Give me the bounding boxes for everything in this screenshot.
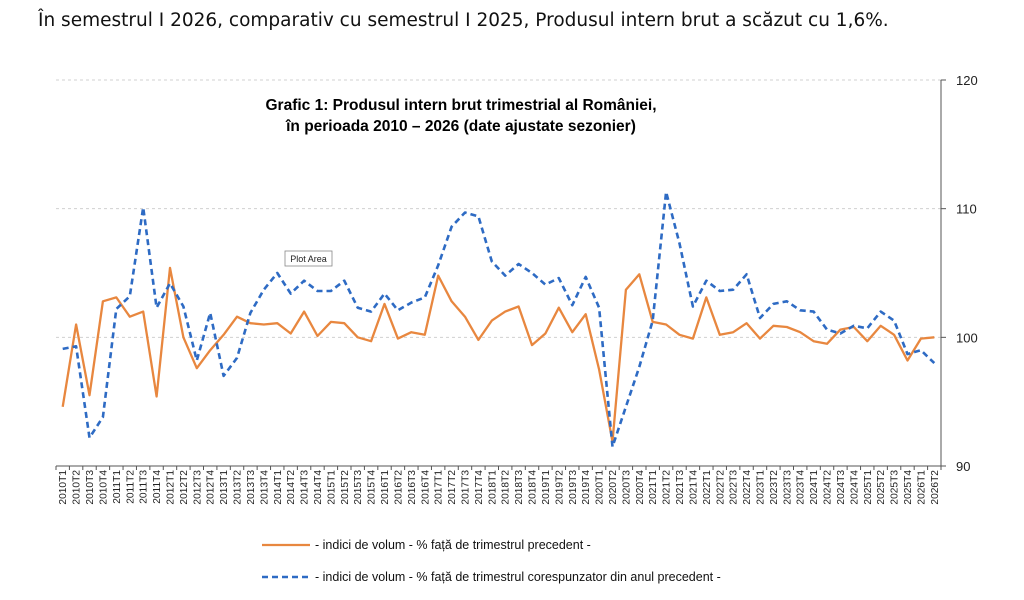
- x-axis-ticks: 2010T1 2010T2 2010T3 2010T4 2011T1 2011T2 2011…: [55, 466, 942, 505]
- x-tick-label-2013T2: 2013T2: [233, 470, 244, 505]
- x-tick-label-2018T1: 2018T1: [487, 470, 498, 505]
- x-tick-label-2023T4: 2023T4: [796, 470, 807, 505]
- x-tick-label-2010T1: 2010T1: [58, 470, 69, 505]
- x-tick-label-2019T4: 2019T4: [581, 470, 592, 505]
- x-tick-label-2020T3: 2020T3: [621, 470, 632, 505]
- x-tick-label-2017T4: 2017T4: [474, 470, 485, 505]
- x-tick-label-2020T4: 2020T4: [635, 470, 646, 505]
- x-tick-label-2024T4: 2024T4: [849, 470, 860, 505]
- legend: - indici de volum - % față de trimestrul…: [262, 538, 721, 584]
- x-tick-label-2012T4: 2012T4: [206, 470, 217, 505]
- x-tick-label-2013T1: 2013T1: [219, 470, 230, 505]
- x-tick-label-2011T1: 2011T1: [112, 470, 123, 504]
- series-line-2: [62, 190, 936, 449]
- x-tick-label-2014T1: 2014T1: [273, 470, 284, 505]
- x-tick-label-2011T4: 2011T4: [152, 470, 163, 504]
- x-tick-label-2014T4: 2014T4: [313, 470, 324, 505]
- x-tick-label-2016T3: 2016T3: [407, 470, 418, 505]
- x-tick-label-2021T2: 2021T2: [662, 470, 673, 505]
- x-tick-label-2014T2: 2014T2: [286, 470, 297, 505]
- x-tick-label-2025T1: 2025T1: [863, 470, 874, 505]
- x-tick-label-2023T2: 2023T2: [769, 470, 780, 505]
- x-tick-label-2026T2: 2026T2: [930, 470, 941, 505]
- x-tick-label-2012T1: 2012T1: [165, 470, 176, 505]
- x-tick-label-2019T1: 2019T1: [541, 470, 552, 505]
- x-tick-label-2021T4: 2021T4: [688, 470, 699, 505]
- y-tick-label-120: 120: [956, 73, 978, 88]
- y-tick-label-110: 110: [956, 202, 977, 217]
- x-tick-label-2017T3: 2017T3: [460, 470, 471, 505]
- series-line-1: [61, 266, 935, 443]
- x-tick-label-2020T2: 2020T2: [608, 470, 619, 505]
- x-tick-label-2022T2: 2022T2: [715, 470, 726, 505]
- x-tick-label-2011T3: 2011T3: [139, 470, 150, 504]
- x-tick-label-2010T2: 2010T2: [72, 470, 83, 505]
- x-tick-label-2017T1: 2017T1: [434, 470, 445, 505]
- page-headline: În semestrul I 2026, comparativ cu semes…: [38, 10, 889, 31]
- x-tick-label-2019T2: 2019T2: [554, 470, 565, 505]
- x-tick-label-2012T2: 2012T2: [179, 470, 190, 505]
- x-tick-label-2024T3: 2024T3: [836, 470, 847, 505]
- x-tick-label-2015T4: 2015T4: [367, 470, 378, 505]
- chart-title-line-1: Grafic 1: Produsul intern brut trimestri…: [265, 97, 656, 114]
- x-tick-label-2018T2: 2018T2: [501, 470, 512, 505]
- x-tick-label-2013T4: 2013T4: [259, 470, 270, 505]
- chart-title-line-2: în perioada 2010 – 2026 (date ajustate s…: [285, 118, 636, 135]
- axes: [56, 80, 942, 467]
- x-tick-label-2025T4: 2025T4: [903, 470, 914, 505]
- x-tick-label-2026T1: 2026T1: [916, 470, 927, 505]
- x-tick-label-2010T3: 2010T3: [85, 470, 96, 505]
- x-tick-label-2024T2: 2024T2: [823, 470, 834, 505]
- x-tick-label-2011T2: 2011T2: [125, 470, 136, 504]
- x-tick-label-2015T2: 2015T2: [340, 470, 351, 505]
- x-tick-label-2019T3: 2019T3: [568, 470, 579, 505]
- x-tick-label-2016T1: 2016T1: [380, 470, 391, 505]
- y-tick-label-90: 90: [956, 459, 970, 474]
- x-tick-label-2021T1: 2021T1: [648, 470, 659, 505]
- x-tick-label-2022T1: 2022T1: [702, 470, 713, 505]
- x-tick-label-2017T2: 2017T2: [447, 470, 458, 505]
- x-tick-label-2015T3: 2015T3: [353, 470, 364, 505]
- x-tick-label-2018T4: 2018T4: [528, 470, 539, 505]
- x-tick-label-2023T1: 2023T1: [755, 470, 766, 505]
- x-tick-label-2015T1: 2015T1: [326, 470, 337, 505]
- x-tick-label-2022T4: 2022T4: [742, 470, 753, 505]
- tooltip-label: Plot Area: [290, 254, 327, 264]
- x-tick-label-2016T2: 2016T2: [393, 470, 404, 505]
- x-tick-label-2021T3: 2021T3: [675, 470, 686, 505]
- y-tick-label-100: 100: [956, 330, 978, 345]
- legend-label-series-2: - indici de volum - % față de trimestrul…: [315, 570, 721, 584]
- x-tick-label-2012T3: 2012T3: [192, 470, 203, 505]
- x-tick-label-2020T1: 2020T1: [595, 470, 606, 505]
- x-tick-label-2025T2: 2025T2: [876, 470, 887, 505]
- x-tick-label-2025T3: 2025T3: [890, 470, 901, 505]
- plot-area-tooltip: Plot Area: [284, 250, 333, 267]
- x-tick-label-2022T3: 2022T3: [729, 470, 740, 505]
- x-tick-label-2016T4: 2016T4: [420, 470, 431, 505]
- x-tick-label-2018T3: 2018T3: [514, 470, 525, 505]
- legend-label-series-1: - indici de volum - % față de trimestrul…: [315, 538, 591, 552]
- x-tick-label-2013T3: 2013T3: [246, 470, 257, 505]
- x-tick-label-2010T4: 2010T4: [98, 470, 109, 505]
- x-tick-label-2023T3: 2023T3: [782, 470, 793, 505]
- series-lines: [61, 190, 936, 449]
- x-tick-label-2024T1: 2024T1: [809, 470, 820, 505]
- y-axis-ticks: 90 100 110 120: [941, 73, 978, 474]
- x-tick-label-2014T3: 2014T3: [300, 470, 311, 505]
